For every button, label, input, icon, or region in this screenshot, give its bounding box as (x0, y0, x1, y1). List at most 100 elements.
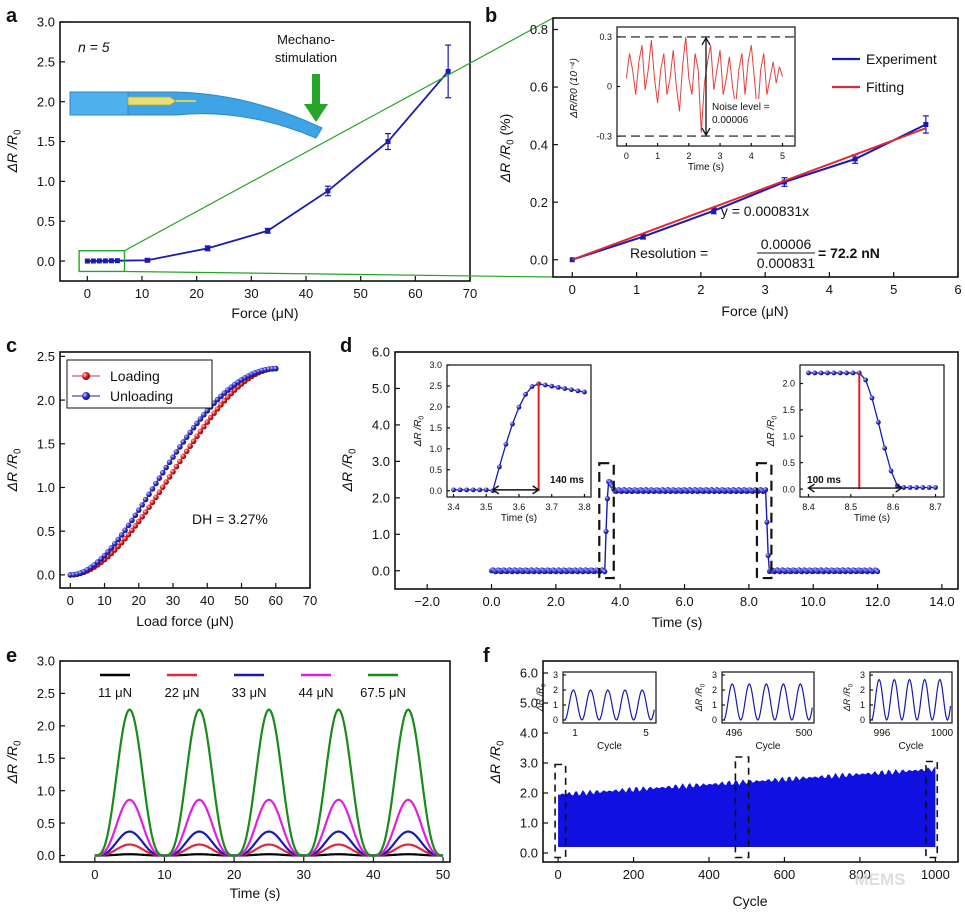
series-experiment (571, 123, 927, 261)
inset-x-tick-label: 496 (726, 728, 743, 739)
data-point (604, 496, 610, 502)
y-tick-label: 0.5 (429, 465, 442, 475)
data-point (933, 485, 938, 490)
y-tick-label: 2.5 (37, 686, 55, 701)
axis-label-y: ΔR /R0 (339, 448, 359, 492)
axis-label-x: Force (μN) (231, 305, 298, 321)
x-tick-label: 50 (234, 593, 248, 608)
cantilever-base (69, 91, 129, 116)
y-tick-label: 0.0 (429, 486, 442, 496)
y-tick-label: 2 (860, 685, 865, 695)
data-point (180, 453, 187, 460)
panel-c-axes: 0 10 20 30 40 50 60 70 0.0 0.5 1.0 1.5 2.0 2.5 ΔR /R0 L… (4, 349, 317, 629)
data-point (125, 522, 132, 529)
x-tick-label: 10 (135, 286, 149, 301)
response-line (491, 480, 879, 574)
data-point (214, 406, 221, 412)
data-point (153, 494, 159, 501)
data-point (177, 444, 183, 450)
panel-f-inset: 0 1 2 3 ΔR /R0 Cycle 496 500 (694, 670, 815, 752)
data-point (582, 389, 587, 395)
x-tick-label: 10.0 (801, 594, 826, 609)
data-point (555, 384, 561, 390)
data-point (142, 496, 149, 503)
x-tick-label: 0 (91, 867, 98, 882)
x-tick-label: 2.0 (547, 594, 565, 609)
data-point (569, 257, 575, 263)
x-tick-label: 3.5 (480, 502, 493, 512)
inset-x-tick-label: 1000 (931, 728, 954, 739)
x-tick-label: 800 (849, 867, 871, 882)
data-point (139, 513, 145, 520)
inset-axis-label-x: Cycle (898, 741, 923, 752)
y-tick-label: 0.5 (782, 458, 795, 468)
y-tick-label: 2.5 (37, 55, 55, 70)
y-tick-label: 2.0 (37, 393, 55, 408)
highlight-box (734, 756, 750, 859)
y-tick-label: -0.3 (596, 131, 612, 141)
data-point (907, 485, 913, 490)
axes-frame (59, 351, 311, 589)
legend-label: 44 μN (299, 685, 334, 700)
noise-label: 0.00006 (712, 115, 749, 126)
axis-label-y: ΔR /R0 (487, 740, 507, 784)
axis-label-y: ΔR /R0 (535, 683, 547, 712)
data-point (139, 502, 145, 508)
data-point (149, 486, 156, 492)
axis-label-y: ΔR /R0 (4, 448, 24, 492)
data-point (451, 487, 456, 493)
data-point (901, 485, 907, 490)
y-tick-label: 3 (553, 670, 558, 680)
y-tick-label: 3.0 (37, 15, 55, 30)
x-tick-label: 6.0 (676, 594, 694, 609)
data-point (503, 441, 509, 447)
y-tick-label: 0.8 (530, 22, 548, 37)
axis-label-x: Cycle (732, 893, 767, 909)
axes-frame (394, 351, 959, 590)
data-point (197, 428, 204, 435)
x-tick-label: 30 (166, 593, 180, 608)
data-point (166, 459, 173, 466)
inset-line (808, 372, 936, 489)
y-tick-label: 0 (860, 715, 865, 725)
y-tick-label: 1.0 (429, 444, 442, 454)
inset-axis-label-x: Time (s) (854, 513, 890, 524)
series-line (94, 708, 444, 857)
x-tick-label: 8.0 (740, 594, 758, 609)
data-point (132, 523, 139, 529)
series-line (94, 798, 444, 857)
data-point (228, 390, 235, 397)
annotation-n: n = 5 (78, 39, 110, 55)
inset-x-tick-label: 996 (874, 728, 891, 739)
x-tick-label: 0 (67, 593, 74, 608)
y-tick-label: 2.0 (782, 379, 795, 389)
data-point (170, 454, 176, 460)
data-point (523, 392, 528, 397)
y-tick-label: 0 (553, 715, 558, 725)
equation: y = 0.000831x (721, 203, 809, 219)
y-tick-label: 0.0 (782, 484, 795, 494)
y-tick-label: 2.5 (429, 381, 442, 391)
panel-e-axes: 0 10 20 30 40 50 0.0 0.5 1.0 1.5 2.0 2.5 3.0 ΔR /R0 Ti… (4, 654, 451, 901)
arrow-head (701, 127, 711, 137)
axes-frame (721, 671, 815, 724)
data-point (118, 532, 125, 538)
sensor-strip (127, 96, 177, 106)
axis-label-y: ΔR /R0 (842, 683, 854, 712)
data-point (163, 479, 169, 485)
panel-d-axes: −2.0 0.0 2.0 4.0 6.0 8.0 10.0 12.0 14.0 0.0 1.0 2.0… (339, 345, 959, 630)
legend-label: Fitting (866, 79, 904, 95)
watermark: MEMS (855, 870, 906, 889)
legend-box (66, 359, 213, 409)
y-tick-label: 1.5 (37, 751, 55, 766)
data-point (844, 370, 849, 376)
data-point (149, 499, 156, 506)
y-tick-label: 0.0 (37, 254, 55, 269)
y-tick-label: 1.0 (37, 480, 55, 495)
data-point (568, 387, 574, 393)
green-arrow (304, 74, 328, 122)
data-point (142, 509, 149, 515)
x-tick-label: 3.4 (447, 502, 460, 512)
y-tick-label: 5.0 (372, 381, 390, 396)
data-point (197, 416, 204, 422)
